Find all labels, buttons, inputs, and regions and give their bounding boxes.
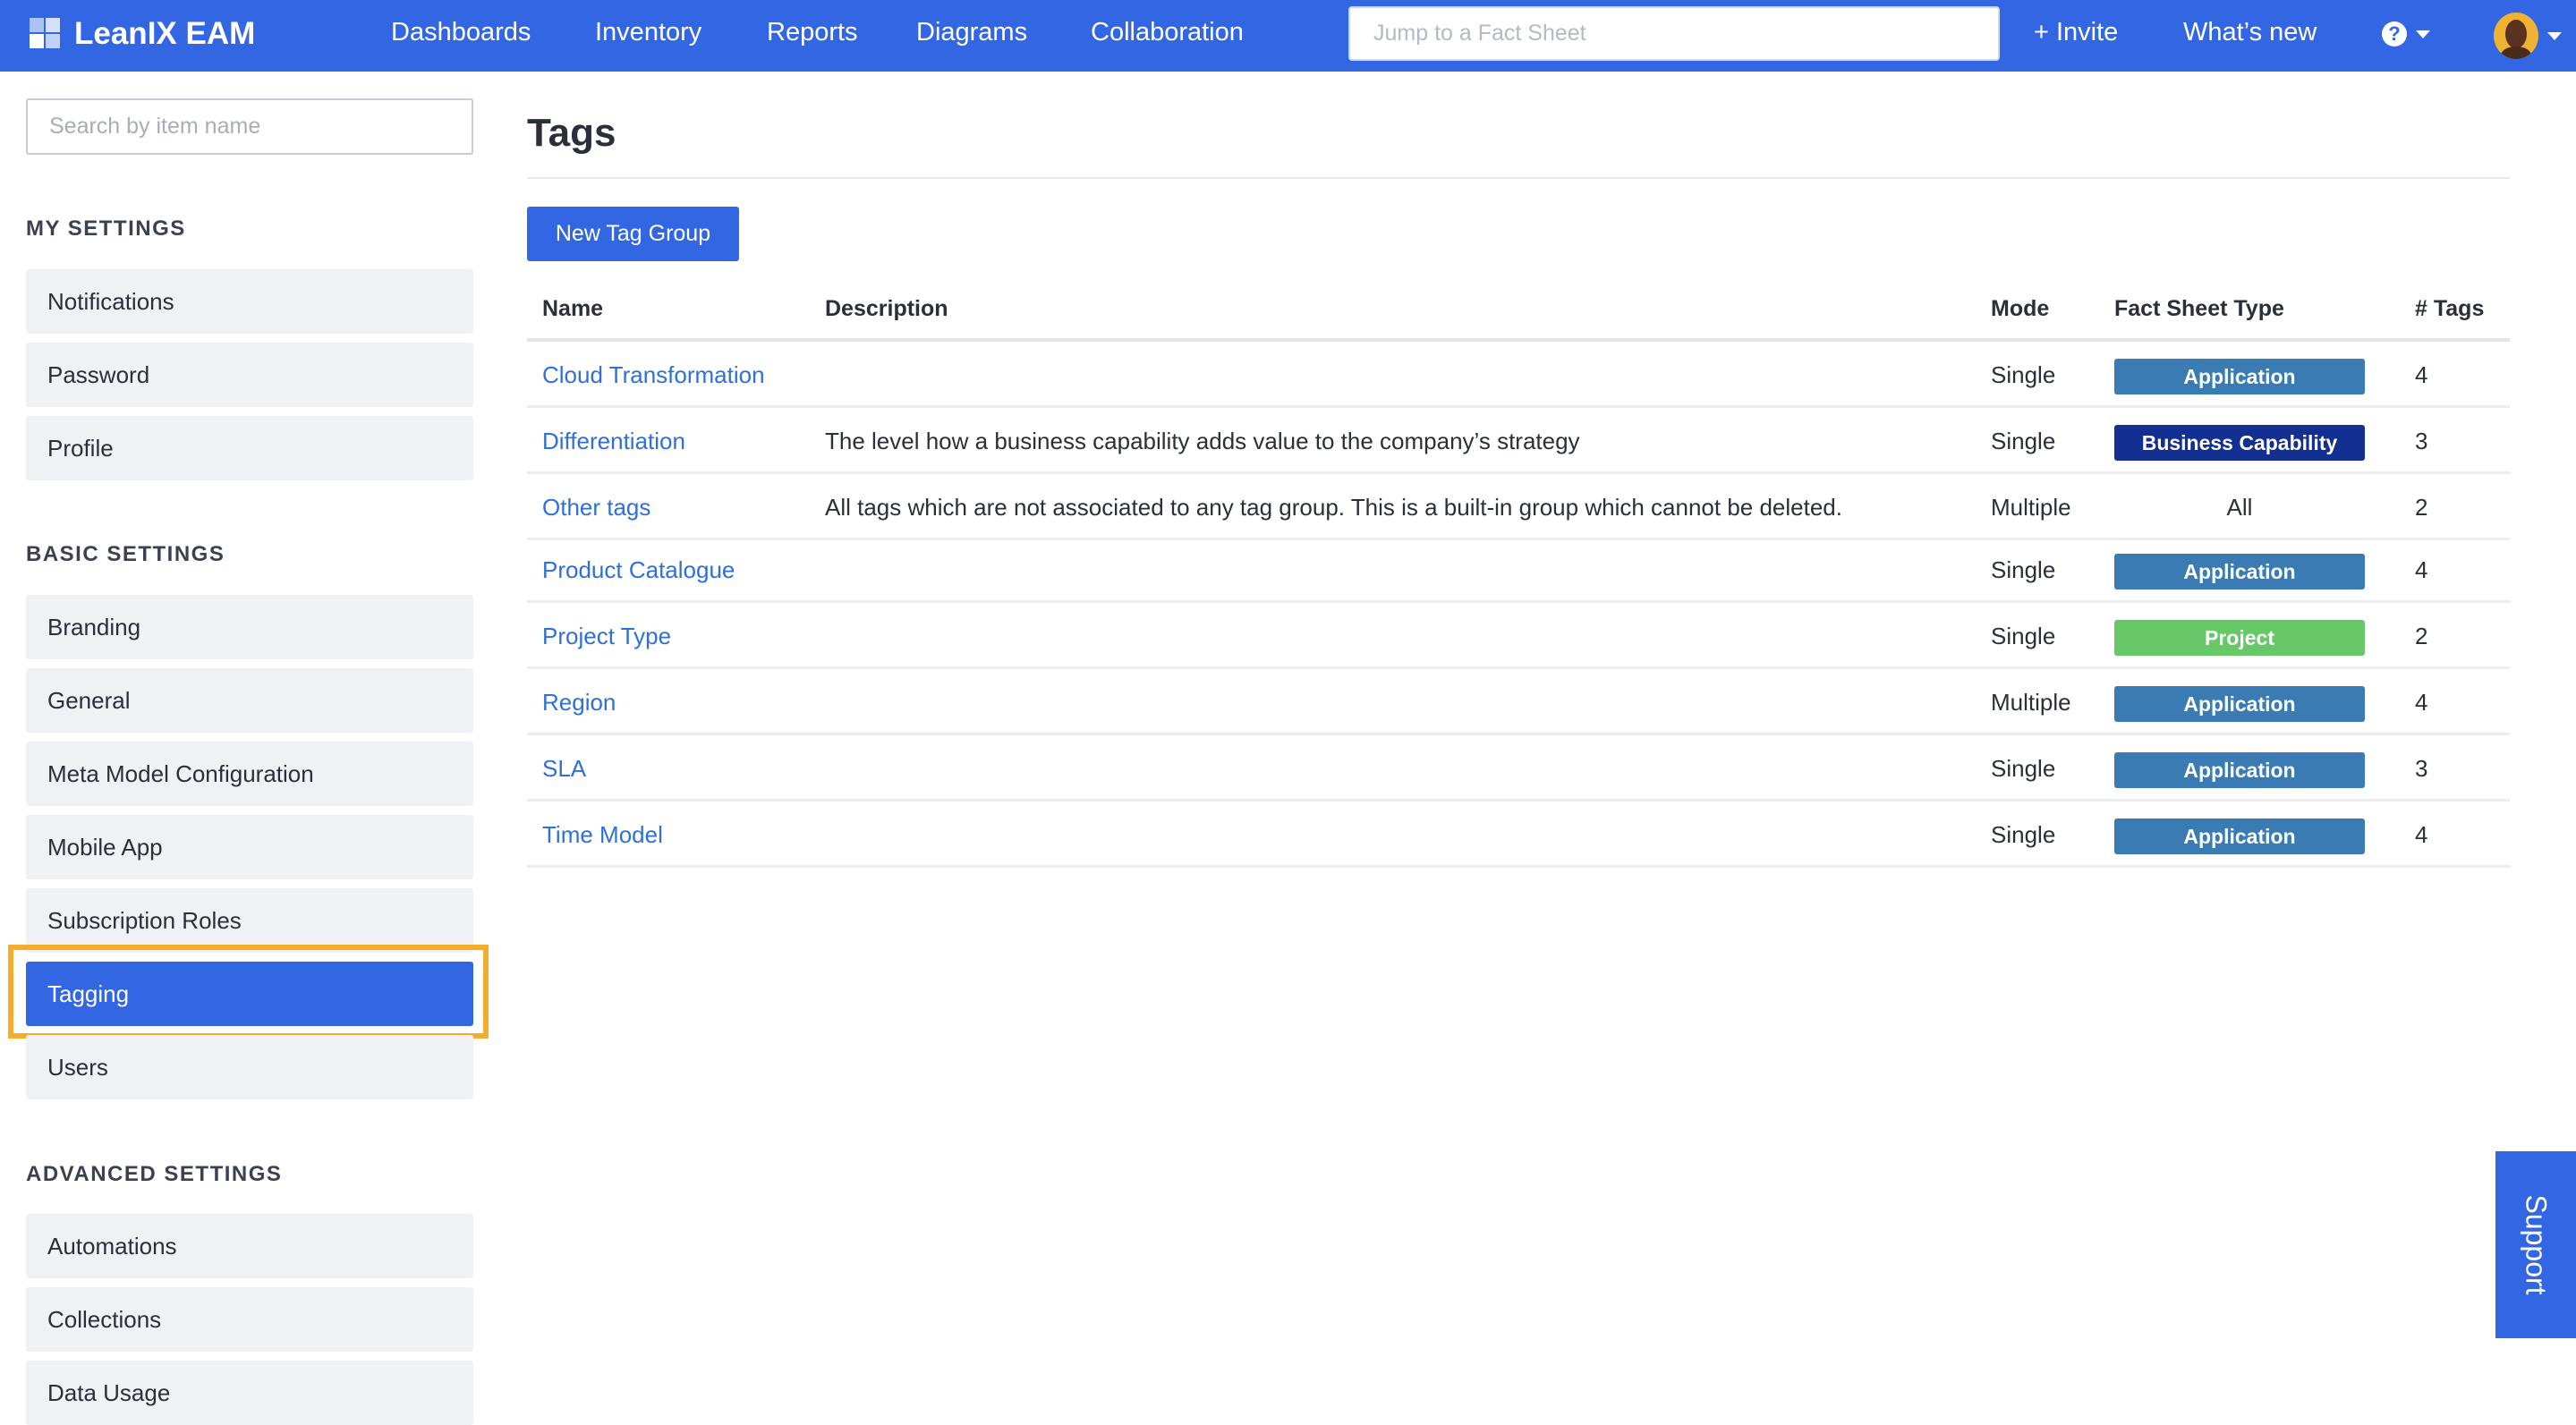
tag-group-mode: Single (1991, 361, 2056, 388)
tag-count: 4 (2415, 556, 2428, 583)
tag-count: 3 (2415, 428, 2428, 454)
tag-group-name-link[interactable]: SLA (542, 755, 587, 782)
tag-group-mode: Single (1991, 755, 2056, 782)
sidebar-item-meta-model-configuration[interactable]: Meta Model Configuration (26, 742, 473, 806)
fact-sheet-type-badge: Application (2114, 554, 2365, 590)
fact-sheet-type-cell: Application (2114, 735, 2365, 802)
whats-new-link[interactable]: What’s new (2183, 18, 2317, 47)
tag-group-description: All tags which are not associated to any… (825, 494, 1842, 521)
tag-count: 4 (2415, 361, 2428, 388)
chevron-down-icon (2547, 31, 2562, 40)
column-header-mode: Mode (1991, 296, 2050, 321)
nav-inventory[interactable]: Inventory (595, 18, 702, 47)
column-header-name[interactable]: Name (542, 296, 604, 321)
tag-group-name-link[interactable]: Differentiation (542, 428, 685, 454)
tag-group-description: The level how a business capability adds… (825, 428, 1580, 454)
section-heading-my-settings: MY SETTINGS (26, 216, 186, 241)
fact-sheet-type-badge: Application (2114, 359, 2365, 395)
tag-group-name-link[interactable]: Product Catalogue (542, 556, 735, 583)
sidebar-item-notifications[interactable]: Notifications (26, 269, 473, 334)
brand-name: LeanIX EAM (74, 16, 256, 51)
tag-group-mode: Single (1991, 821, 2056, 848)
tag-group-mode: Multiple (1991, 494, 2071, 521)
support-tab[interactable]: Support (2495, 1151, 2576, 1338)
tag-count: 2 (2415, 494, 2428, 521)
nav-collaboration[interactable]: Collaboration (1091, 18, 1244, 47)
tag-count: 4 (2415, 689, 2428, 716)
table-row: Product Catalogue Single Application 4 (527, 537, 2510, 603)
tag-group-name-link[interactable]: Region (542, 689, 616, 716)
table-row: Region Multiple Application 4 (527, 669, 2510, 735)
sidebar-item-profile[interactable]: Profile (26, 416, 473, 480)
sidebar-item-users[interactable]: Users (26, 1035, 473, 1099)
tag-count: 4 (2415, 821, 2428, 848)
section-heading-basic-settings: BASIC SETTINGS (26, 542, 225, 566)
column-header-tag-count: # Tags (2415, 296, 2485, 321)
sidebar-item-collections[interactable]: Collections (26, 1287, 473, 1352)
fact-sheet-type-cell: Application (2114, 802, 2365, 868)
sidebar-item-mobile-app[interactable]: Mobile App (26, 815, 473, 879)
jump-to-fact-sheet-input[interactable] (1348, 6, 2000, 61)
fact-sheet-type-badge: Application (2114, 686, 2365, 723)
fact-sheet-type-badge: Application (2114, 819, 2365, 855)
fact-sheet-type-cell: Business Capability (2114, 408, 2365, 474)
tag-group-name-link[interactable]: Time Model (542, 821, 663, 848)
tag-group-mode: Multiple (1991, 689, 2071, 716)
table-row: Project Type Single Project 2 (527, 603, 2510, 669)
leanix-logo-icon (30, 18, 62, 50)
column-header-description: Description (825, 296, 948, 321)
table-row: Time Model Single Application 4 (527, 802, 2510, 868)
title-divider (527, 177, 2510, 179)
logo[interactable]: LeanIX EAM (30, 16, 255, 52)
page-title: Tags (527, 111, 616, 155)
user-menu[interactable] (2494, 13, 2562, 59)
new-tag-group-button[interactable]: New Tag Group (527, 207, 739, 261)
sidebar-item-tagging[interactable]: Tagging (26, 962, 473, 1026)
chevron-down-icon (2416, 30, 2430, 38)
tag-group-mode: Single (1991, 623, 2056, 649)
table-row: Differentiation The level how a business… (527, 408, 2510, 474)
header-divider (527, 338, 2510, 342)
sidebar-item-general[interactable]: General (26, 668, 473, 733)
fact-sheet-type-badge: Business Capability (2114, 425, 2365, 462)
sidebar-item-branding[interactable]: Branding (26, 595, 473, 659)
tag-count: 3 (2415, 755, 2428, 782)
help-menu[interactable]: ? (2382, 21, 2430, 47)
fact-sheet-type-badge: Project (2114, 620, 2365, 657)
fact-sheet-type-cell: Application (2114, 342, 2365, 408)
table-row: Other tags All tags which are not associ… (527, 474, 2510, 540)
column-header-fact-sheet-type: Fact Sheet Type (2114, 296, 2284, 321)
sidebar-item-automations[interactable]: Automations (26, 1214, 473, 1278)
top-navigation-bar: LeanIX EAM Dashboards Inventory Reports … (0, 0, 2576, 72)
fact-sheet-type-cell: All (2226, 494, 2253, 521)
tag-group-mode: Single (1991, 428, 2056, 454)
tag-group-name-link[interactable]: Other tags (542, 494, 651, 521)
sidebar-search-input[interactable] (26, 98, 473, 155)
avatar (2494, 13, 2538, 59)
fact-sheet-type-cell: Project (2114, 603, 2365, 669)
tag-group-name-link[interactable]: Cloud Transformation (542, 361, 765, 388)
nav-diagrams[interactable]: Diagrams (916, 18, 1028, 47)
nav-reports[interactable]: Reports (767, 18, 858, 47)
nav-dashboards[interactable]: Dashboards (391, 18, 531, 47)
help-icon: ? (2382, 21, 2407, 47)
tag-group-name-link[interactable]: Project Type (542, 623, 672, 649)
table-row: SLA Single Application 3 (527, 735, 2510, 802)
tag-count: 2 (2415, 623, 2428, 649)
tag-group-mode: Single (1991, 556, 2056, 583)
section-heading-advanced-settings: ADVANCED SETTINGS (26, 1162, 283, 1186)
invite-button[interactable]: + Invite (2034, 18, 2119, 47)
fact-sheet-type-badge: Application (2114, 752, 2365, 789)
sidebar-item-password[interactable]: Password (26, 343, 473, 407)
sidebar-item-data-usage[interactable]: Data Usage (26, 1361, 473, 1425)
fact-sheet-type-cell: Application (2114, 537, 2365, 603)
support-label: Support (2520, 1194, 2553, 1295)
table-row: Cloud Transformation Single Application … (527, 342, 2510, 408)
fact-sheet-type-cell: Application (2114, 669, 2365, 735)
sidebar-item-subscription-roles[interactable]: Subscription Roles (26, 888, 473, 953)
